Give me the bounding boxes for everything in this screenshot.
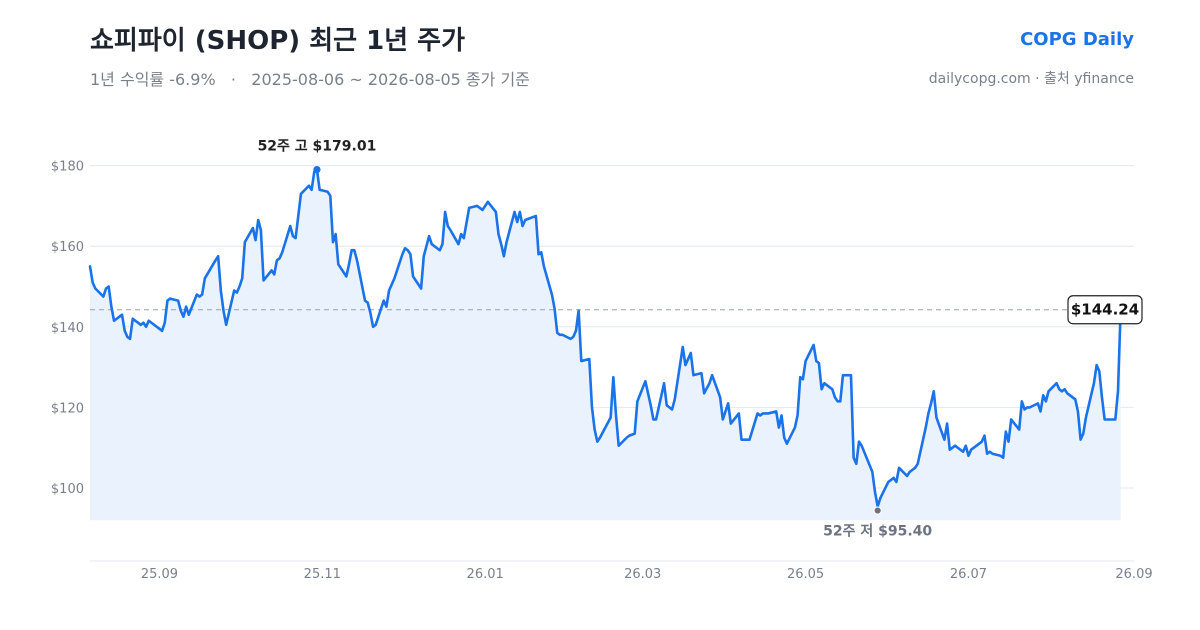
low-marker [873,506,882,515]
x-axis: 25.09 25.11 26.01 26.03 26.05 26.07 26.09 [141,567,1153,582]
chart-subtitle: 1년 수익률 -6.9% · 2025-08-06 ~ 2026-08-05 종… [90,66,530,90]
y-tick-label: $120 [51,401,84,416]
x-tick-label: 26.07 [950,567,987,582]
x-tick-label: 26.09 [1115,567,1152,582]
y-tick-label: $160 [51,240,84,255]
source-label: dailycopg.com · 출처 yfinance [928,71,1134,87]
last-price-label: $144.24 [1071,301,1139,319]
period-text: 2025-08-06 ~ 2026-08-05 종가 기준 [251,70,530,89]
price-area [90,169,1121,521]
y-tick-label: $100 [51,482,84,497]
x-tick-label: 25.09 [141,567,178,582]
high-label: 52주 고 $179.01 [258,139,377,155]
y-tick-label: $180 [51,160,84,175]
y-tick-label: $140 [51,321,84,336]
last-price-box [1067,295,1143,325]
x-tick-label: 25.11 [304,567,341,582]
brand-label: COPG Daily [1020,29,1134,50]
y-axis: $100 $120 $140 $160 $180 [51,160,84,497]
chart-title: 쇼피파이 (SHOP) 최근 1년 주가 [90,26,465,56]
subtitle-separator: · [230,70,237,89]
x-tick-label: 26.03 [624,567,661,582]
low-label: 52주 저 $95.40 [823,524,932,540]
high-marker [313,165,321,174]
x-tick-label: 26.05 [787,567,824,582]
return-text: 1년 수익률 -6.9% [90,70,216,89]
price-line [88,168,1122,508]
x-tick-label: 26.01 [467,567,504,582]
